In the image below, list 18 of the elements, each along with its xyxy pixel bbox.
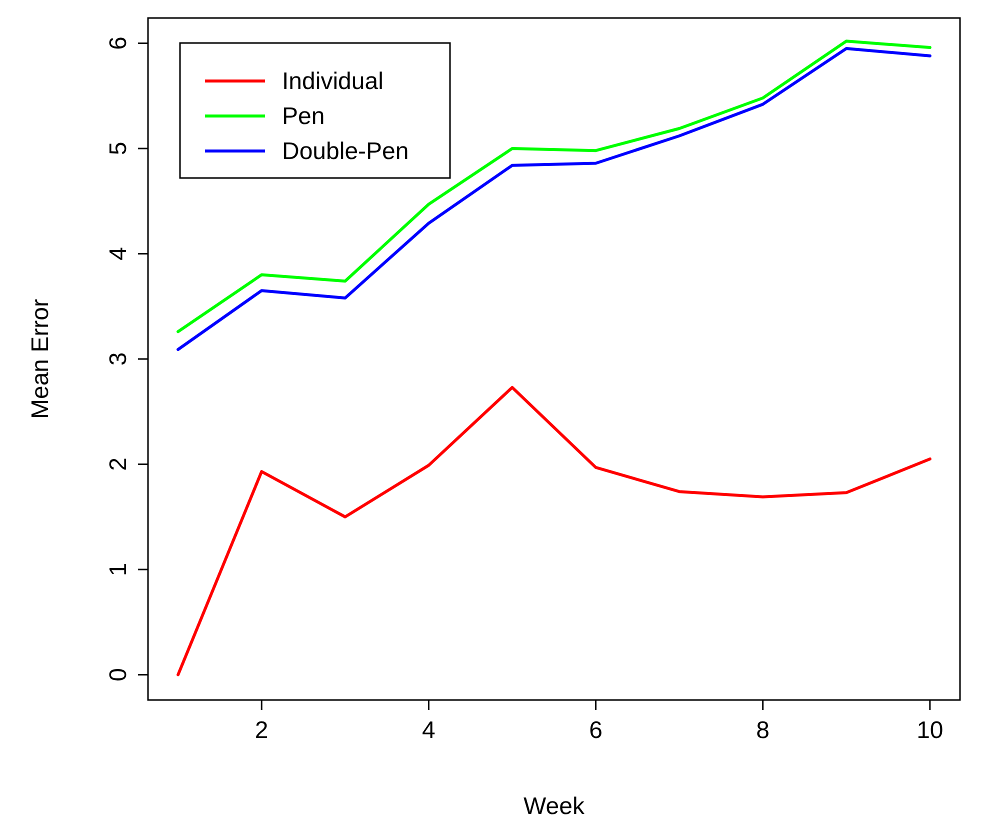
x-tick-label: 2 [254,717,268,744]
y-tick-label: 3 [105,352,132,366]
y-tick-label: 0 [105,668,132,682]
y-tick-label: 6 [105,36,132,50]
y-axis-title: Mean Error [27,298,54,420]
y-tick-label: 5 [105,142,132,156]
x-tick-label: 10 [916,717,944,744]
y-tick-label: 4 [105,247,132,260]
y-tick-label: 1 [105,562,132,576]
legend-label: Pen [282,103,325,130]
x-tick-label: 4 [422,717,436,744]
x-axis-title: Week [524,793,586,820]
x-tick-label: 8 [756,717,770,744]
y-tick-label: 2 [105,458,132,471]
x-tick-label: 6 [589,717,602,744]
legend-label: Individual [282,68,384,95]
line-series [176,386,932,676]
legend-label: Double-Pen [282,138,409,165]
